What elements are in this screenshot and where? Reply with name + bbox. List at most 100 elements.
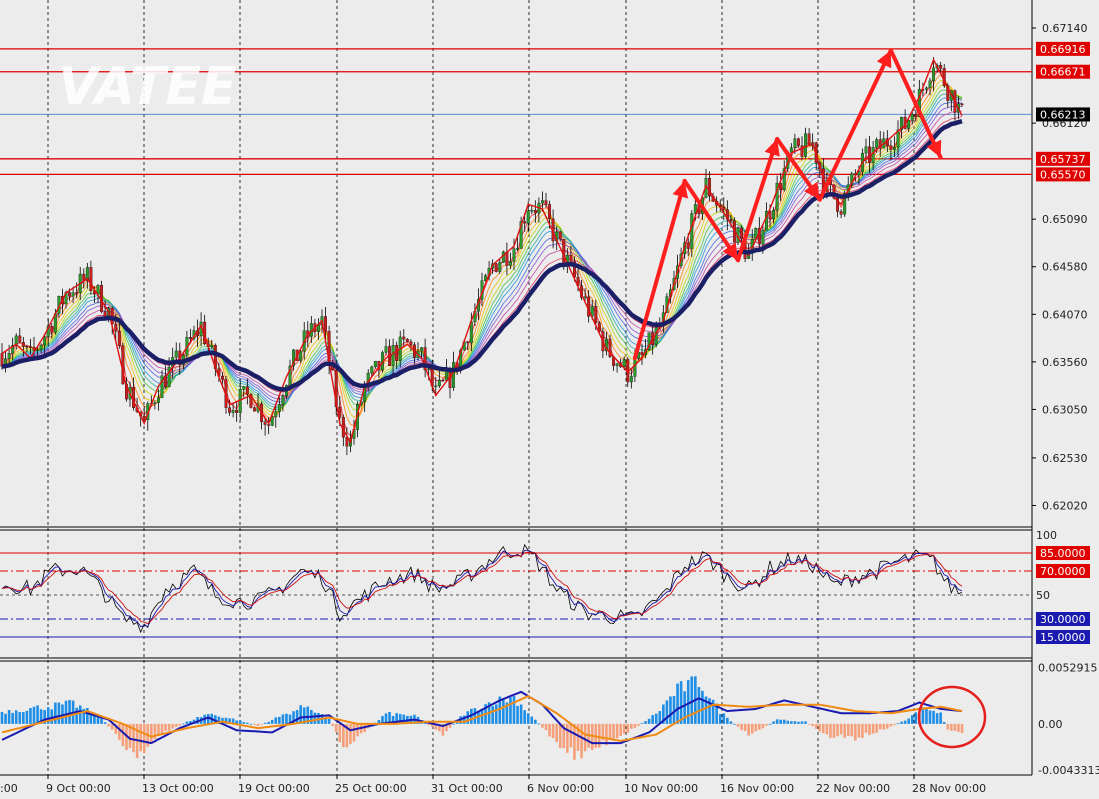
macd-histogram-bar (750, 723, 754, 734)
macd-histogram-bar (167, 723, 171, 731)
macd-histogram-bar (576, 723, 580, 751)
macd-histogram-bar (196, 717, 199, 724)
macd-histogram-bar (302, 707, 306, 724)
macd-histogram-bar (285, 713, 288, 724)
macd-line (1, 694, 963, 742)
macd-histogram-bar (462, 715, 466, 724)
macd-histogram-bar (726, 717, 729, 724)
macd-histogram-bar (36, 705, 39, 724)
macd-histogram-bar (25, 710, 29, 724)
candle-body (220, 376, 224, 380)
macd-histogram-bar (423, 722, 427, 724)
macd-histogram-bar (384, 713, 388, 724)
macd-histogram-bar (526, 713, 530, 724)
macd-histogram-bar (765, 723, 768, 726)
macd-histogram-bar (566, 723, 569, 753)
candle-body (395, 345, 399, 361)
candle-body (210, 345, 214, 347)
macd-histogram-bar (281, 714, 285, 724)
candle-body (32, 346, 36, 351)
candle-body (270, 416, 274, 426)
macd-histogram-bar (658, 711, 662, 724)
macd-histogram-bar (345, 723, 349, 748)
y-tick-label: 0.63050 (1042, 403, 1088, 416)
macd-histogram-bar (608, 723, 612, 740)
macd-histogram-bar (512, 696, 516, 724)
candle-body (174, 350, 178, 358)
macd-histogram-bar (185, 721, 189, 724)
macd-histogram-bar (864, 723, 868, 733)
macd-histogram-bar (807, 723, 811, 725)
x-tick-label: 31 Oct 00:00 (431, 782, 503, 795)
candle-body (804, 133, 808, 157)
oscillator-line (1, 551, 963, 625)
candle-body (622, 359, 626, 368)
candle-body (928, 80, 932, 89)
macd-histogram-bar (850, 723, 854, 737)
macd-histogram-bar (352, 723, 356, 742)
macd-histogram-bar (534, 719, 537, 724)
macd-histogram-bar (914, 712, 918, 724)
macd-histogram-bar (324, 718, 327, 724)
macd-histogram-bar (32, 706, 36, 724)
macd-histogram-bar (861, 723, 864, 738)
candle-body (779, 183, 783, 191)
current-price-tag: 0.66213 (1040, 108, 1086, 121)
candle-body (437, 379, 441, 387)
candle-body (807, 133, 811, 146)
macd-histogram-bar (334, 723, 338, 733)
macd-histogram-bar (569, 723, 573, 748)
macd-histogram-bar (256, 723, 260, 726)
macd-histogram-bar (82, 708, 86, 724)
annotation-arrow-shaft (632, 178, 687, 361)
x-tick-label: 6 Nov 00:00 (527, 782, 594, 795)
macd-histogram-bar (46, 707, 50, 724)
oscillator-level-tag: 30.0000 (1040, 613, 1086, 626)
macd-histogram-bar (238, 720, 242, 724)
macd-histogram-bar (775, 719, 779, 724)
candle-body (533, 210, 537, 214)
macd-histogram-bar (441, 723, 445, 736)
oscillator-line (1, 549, 963, 628)
macd-histogram-bar (110, 723, 114, 730)
macd-histogram-bar (100, 716, 103, 724)
candle-body (267, 424, 271, 426)
macd-histogram-bar (430, 723, 434, 727)
macd-histogram-bar (690, 676, 694, 724)
macd-histogram-bar (946, 723, 950, 730)
macd-histogram-bar (182, 723, 185, 725)
macd-histogram-bar (782, 719, 786, 724)
x-tick-label: 28 Nov 00:00 (912, 782, 986, 795)
candle-body (160, 375, 164, 398)
oscillator-level-tag: 15.0000 (1040, 631, 1086, 644)
annotation-arrow-shaft (736, 136, 780, 263)
candle-body (50, 326, 54, 333)
macd-histogram-bar (907, 718, 910, 724)
candle-body (686, 242, 690, 249)
candle-body (924, 87, 928, 90)
candle-body (960, 103, 964, 106)
watermark: VATEE (58, 57, 237, 117)
y-tick-label: 0.64070 (1042, 308, 1088, 321)
candle-body (18, 335, 22, 343)
candle-body (640, 351, 644, 356)
price-axis: 0.671400.661200.650900.645800.640700.635… (1032, 22, 1099, 777)
candle-body (423, 347, 427, 371)
macd-histogram-bar (878, 723, 882, 730)
macd-histogram-bar (960, 723, 964, 734)
candle-body (615, 363, 619, 366)
macd-histogram-bar (743, 723, 747, 732)
macd-histogram-bar (7, 709, 11, 724)
candle-body (452, 362, 456, 388)
oscillator-line (1, 543, 963, 634)
candle-body (11, 345, 15, 354)
macd-histogram-bar (142, 723, 146, 754)
annotation-arrow-head (926, 139, 942, 158)
candle-body (722, 207, 726, 210)
macd-histogram-bar (758, 723, 761, 730)
macd-histogram-bar (654, 713, 658, 724)
candle-body (519, 221, 523, 249)
macd-histogram-bar (900, 721, 903, 724)
candle-body (299, 350, 303, 361)
